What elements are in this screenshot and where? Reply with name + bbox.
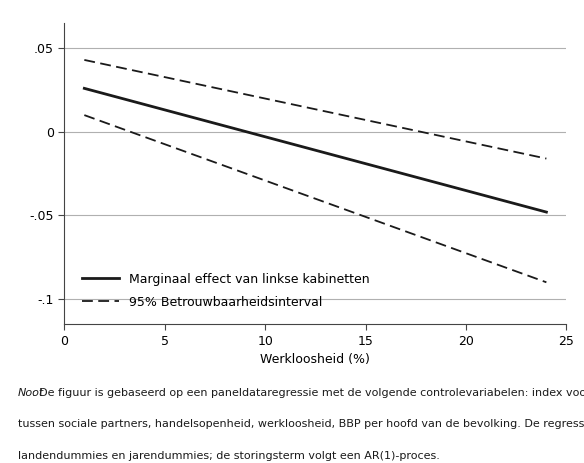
Text: landendummies en jarendummies; de storingsterm volgt een AR(1)-proces.: landendummies en jarendummies; de storin… (18, 450, 439, 461)
Text: Noot: Noot (18, 388, 44, 398)
Text: : De figuur is gebaseerd op een paneldataregressie met de volgende controlevaria: : De figuur is gebaseerd op een paneldat… (32, 388, 584, 398)
Text: tussen sociale partners, handelsopenheid, werkloosheid, BBP per hoofd van de bev: tussen sociale partners, handelsopenheid… (18, 419, 584, 429)
X-axis label: Werkloosheid (%): Werkloosheid (%) (260, 353, 370, 366)
Legend: Marginaal effect van linkse kabinetten, 95% Betrouwbaarheidsinterval: Marginaal effect van linkse kabinetten, … (75, 266, 376, 315)
